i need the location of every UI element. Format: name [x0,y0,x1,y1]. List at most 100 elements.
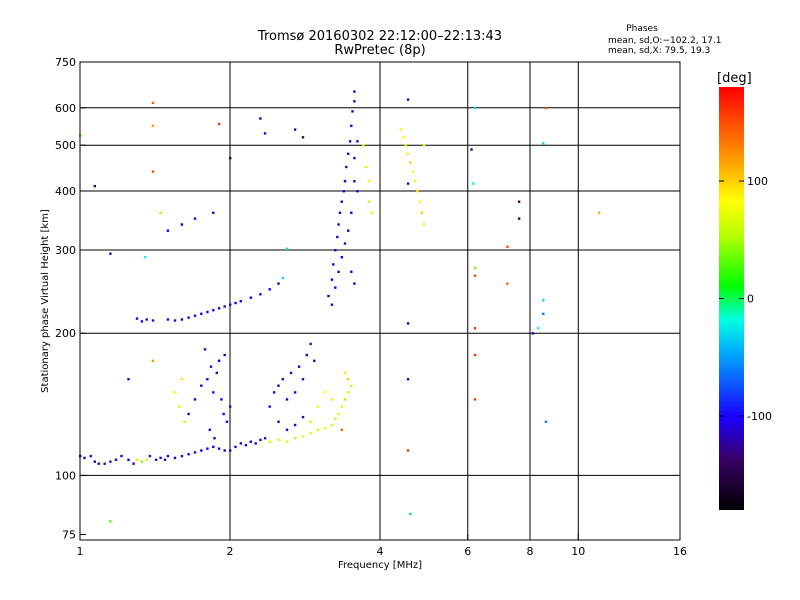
data-point [362,144,365,147]
data-point [537,327,540,330]
data-point [193,451,197,454]
data-point [173,391,177,394]
data-point [173,456,177,460]
data-point [345,165,348,169]
data-point [544,106,548,110]
x-tick-label: 8 [527,545,534,558]
data-point [277,384,280,387]
data-point [180,223,184,226]
data-point [180,318,184,321]
data-point [517,217,521,220]
y-tick-label: 75 [62,528,76,541]
y-tick-label: 200 [55,327,76,340]
data-point [350,270,353,273]
data-point [340,256,343,259]
y-tick-label: 400 [55,185,76,198]
data-point [145,458,148,461]
data-point [330,398,334,401]
data-point [215,371,218,375]
data-point [223,305,226,308]
data-point [272,391,276,394]
data-point [97,462,100,465]
data-point [135,317,139,320]
data-point [353,90,356,93]
data-point [542,299,545,302]
data-point [422,223,426,226]
data-point [347,229,350,232]
data-point [166,318,170,321]
data-point [140,320,144,323]
colorbar-label: [deg] [717,71,752,86]
grid [80,62,680,540]
y-tick-label: 100 [55,469,76,482]
data-point [259,117,262,120]
data-point [350,211,353,214]
data-point [597,211,601,214]
data-point [420,211,424,214]
data-point [140,460,144,463]
data-point [217,307,221,310]
data-point [206,447,209,450]
data-point [334,286,337,289]
data-point [422,144,426,147]
data-point [180,454,184,458]
data-point [473,353,477,357]
stats-o-line: mean, sd,O:−102.2, 17.1 [608,36,722,46]
data-point [277,420,280,423]
data-point [154,458,158,461]
data-point [93,460,96,463]
data-point [285,428,289,431]
data-point [347,152,350,155]
stats-x-line: mean, sd,X: 79.5, 19.3 [608,46,710,56]
data-point [334,249,337,252]
data-point [268,288,271,291]
data-point [367,180,371,183]
data-point [209,365,213,368]
data-point [316,405,320,408]
data-point [531,332,535,335]
data-point [244,444,248,447]
data-point [285,247,289,250]
data-point [206,310,209,314]
data-point [301,415,305,419]
colorbar-tick-label: -100 [747,410,772,423]
data-point [193,314,197,317]
data-point [338,211,342,214]
y-ticks: 75 100 200 300 400 500 600 750 [55,56,86,541]
data-point [406,322,410,325]
data-point [89,454,92,458]
data-point [277,282,280,285]
data-point [473,398,477,401]
data-point [330,423,334,427]
data-point [347,378,350,381]
data-point [544,420,548,423]
x-axis-label: Frequency [MHz] [338,560,422,571]
data-point [309,432,312,435]
data-point [330,278,334,281]
data-point [353,180,356,183]
data-point [309,342,312,346]
data-point [406,378,410,381]
data-point [327,294,330,298]
data-point [406,449,410,452]
data-point [353,282,356,285]
data-point [103,462,106,465]
data-point [517,200,521,203]
data-point [225,420,229,423]
data-point [473,274,477,277]
data-point [249,440,252,443]
data-point [340,428,343,431]
data-point [406,152,410,155]
data-point [399,128,402,131]
data-point [93,184,96,188]
data-point [285,440,289,443]
data-point [301,378,305,381]
data-point [316,428,320,431]
data-point [416,190,419,193]
data-point [413,180,417,183]
data-point [173,319,177,322]
data-point [309,420,312,423]
data-point [249,296,252,299]
data-point [193,398,197,401]
data-point [229,405,232,408]
